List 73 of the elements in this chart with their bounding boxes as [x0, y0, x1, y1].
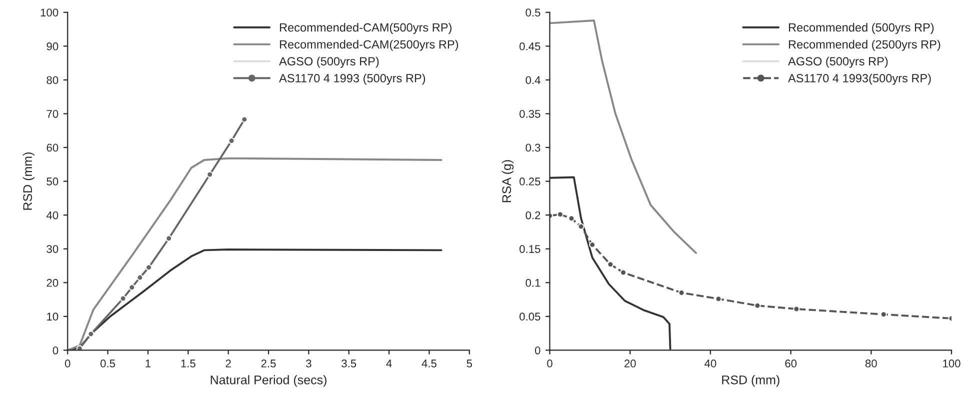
y-tick-label: 50	[46, 178, 58, 186]
legend-label: AS1170 4 1993 (500yrs RP)	[279, 74, 426, 85]
x-axis-title: RSD (mm)	[722, 375, 780, 387]
point	[166, 235, 172, 242]
y-tick-label: 100	[40, 8, 58, 16]
point	[578, 223, 584, 230]
x-tick-label: 1.5	[181, 360, 196, 368]
legend-label: AS1170 4 1993(500yrs RP)	[788, 74, 931, 85]
x-tick-label: 60	[785, 360, 797, 368]
y-tick-label: 0.3	[526, 144, 540, 152]
point	[754, 302, 761, 309]
point	[715, 296, 722, 302]
y-tick-label: 0.35	[520, 110, 540, 118]
point	[88, 330, 94, 338]
point	[556, 211, 564, 218]
point	[145, 264, 152, 271]
legend-label: Recommended (2500yrs RP)	[788, 40, 940, 51]
line-series	[550, 19, 697, 254]
point	[880, 311, 887, 318]
x-tick-label: 3	[306, 360, 312, 368]
x-tick-label: 20	[624, 360, 636, 368]
x-tick-label: 80	[865, 360, 877, 368]
point	[120, 295, 126, 302]
x-tick-label: 0	[64, 360, 70, 368]
legend-label: AGSO (500yrs RP)	[279, 56, 379, 68]
x-tick-label: 2.5	[261, 360, 276, 368]
point	[136, 274, 144, 281]
x-tick-label: 0	[547, 360, 552, 368]
line-series	[550, 176, 672, 350]
point	[589, 241, 596, 248]
y-tick-label: 40	[46, 211, 58, 220]
line-series	[68, 157, 442, 350]
y-tick-label: 0.5	[526, 8, 540, 16]
legend-label: Recommended (500yrs RP)	[788, 22, 934, 34]
y-axis-title: RSA (g)	[502, 160, 514, 202]
y-tick-label: 0	[534, 346, 540, 354]
x-tick-label: 0.5	[100, 360, 116, 368]
y-tick-label: 0.2	[526, 211, 540, 220]
x-axis-title: Natural Period (secs)	[210, 375, 326, 387]
x-tick-label: 2	[226, 360, 231, 368]
y-tick-label: 0.25	[520, 178, 540, 186]
point	[793, 306, 800, 312]
y-tick-label: 70	[46, 110, 58, 118]
point	[228, 137, 235, 144]
legend-label: Recommended-CAM(500yrs RP)	[280, 22, 452, 34]
y-tick-label: 0.4	[526, 76, 540, 84]
x-tick-label: 3.5	[342, 360, 356, 368]
legend-label: AGSO (500yrs RP)	[788, 56, 888, 68]
y-tick-label: 20	[46, 278, 58, 287]
y-tick-label: 10	[47, 312, 58, 321]
x-tick-label: 4	[386, 360, 392, 368]
point	[241, 116, 248, 123]
y-tick-label: 60	[46, 144, 58, 152]
y-tick-label: 0.05	[520, 312, 540, 321]
y-tick-label: 0.45	[520, 42, 540, 50]
y-tick-label: 80	[46, 76, 58, 84]
y-tick-label: 0.1	[526, 278, 540, 287]
x-tick-label: 4.5	[422, 360, 436, 368]
y-tick-label: 30	[46, 245, 58, 253]
y-tick-label: 90	[46, 42, 58, 50]
point	[128, 284, 136, 291]
y-tick-label: 0	[52, 346, 58, 354]
x-tick-label: 5	[466, 360, 472, 368]
point	[607, 261, 614, 268]
point	[568, 215, 575, 222]
y-axis-title: RSD (mm)	[22, 152, 34, 210]
point	[206, 171, 214, 178]
x-tick-label: 1	[146, 360, 151, 368]
legend-label: Recommended-CAM(2500yrs RP)	[280, 40, 458, 51]
x-tick-label: 100	[943, 360, 960, 368]
point	[76, 345, 83, 350]
y-tick-label: 0.15	[520, 245, 540, 253]
x-tick-label: 40	[704, 360, 716, 368]
